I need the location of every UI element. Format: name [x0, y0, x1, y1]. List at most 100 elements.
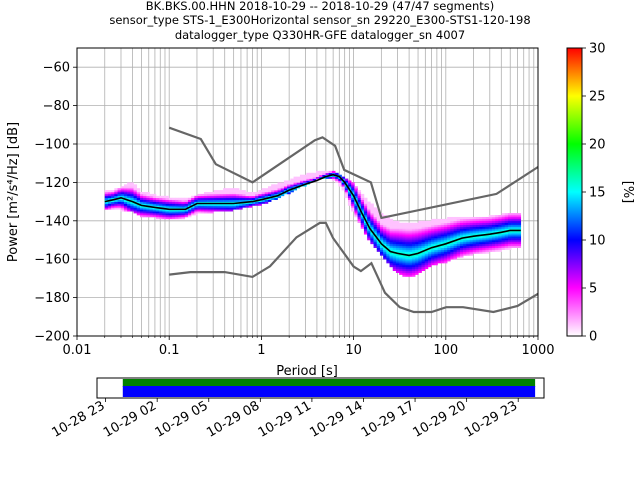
density-cell	[514, 245, 518, 248]
time-tick-label: 10-29 08	[204, 398, 262, 440]
density-cell	[495, 224, 499, 227]
density-cell	[514, 236, 518, 239]
density-cell	[114, 205, 118, 208]
density-cell	[171, 197, 176, 200]
density-cell	[418, 236, 422, 239]
density-cell	[498, 234, 502, 237]
density-cell	[421, 268, 426, 272]
density-cell	[264, 190, 269, 193]
density-cell	[479, 220, 483, 224]
density-cell	[363, 228, 368, 231]
density-cell	[514, 230, 518, 233]
density-cell	[351, 201, 355, 204]
density-cell	[383, 251, 387, 254]
density-cell	[363, 199, 368, 202]
density-cell	[264, 188, 269, 191]
density-cell	[411, 270, 416, 273]
density-cell	[251, 197, 256, 200]
density-cell	[133, 195, 138, 199]
density-cell	[405, 240, 410, 243]
density-cell	[431, 236, 435, 239]
density-cell	[402, 243, 406, 247]
density-cell	[197, 207, 202, 210]
density-cell	[181, 199, 186, 202]
density-cell	[248, 192, 253, 195]
density-cell	[351, 190, 355, 193]
density-cell	[469, 232, 474, 235]
density-cell	[194, 213, 198, 216]
density-cell	[485, 220, 490, 224]
density-cell	[171, 199, 176, 202]
density-cell	[475, 247, 480, 250]
density-cell	[373, 211, 378, 214]
density-cell	[402, 232, 406, 235]
density-cell	[155, 201, 160, 204]
density-cell	[427, 241, 432, 245]
density-cell	[162, 199, 166, 202]
density-cell	[360, 222, 365, 225]
density-cell	[363, 207, 368, 210]
density-cell	[408, 268, 413, 272]
density-cell	[383, 232, 387, 235]
title-line-3: datalogger_type Q330HR-GFE datalogger_sn…	[175, 28, 465, 42]
density-cell	[194, 197, 198, 200]
density-cell	[210, 195, 214, 199]
density-cell	[149, 201, 154, 204]
density-cell	[431, 243, 435, 247]
density-cell	[482, 249, 486, 252]
density-cell	[415, 266, 419, 270]
density-cell	[357, 209, 362, 212]
density-cell	[488, 249, 493, 252]
density-cell	[488, 220, 493, 224]
density-cell	[488, 238, 493, 241]
density-cell	[437, 222, 442, 225]
density-cell	[267, 190, 272, 193]
density-cell	[146, 211, 150, 214]
density-cell	[290, 182, 294, 185]
density-cell	[331, 172, 336, 176]
density-cell	[395, 268, 400, 272]
density-cell	[367, 234, 371, 237]
density-cell	[475, 243, 480, 247]
density-cell	[357, 215, 362, 218]
density-cell	[418, 238, 422, 241]
density-cell	[383, 234, 387, 237]
density-cell	[197, 195, 202, 199]
colorbar	[566, 47, 583, 337]
density-cell	[127, 186, 131, 189]
density-cell	[223, 190, 227, 193]
density-cell	[335, 172, 339, 176]
density-cell	[347, 182, 352, 185]
density-cell	[392, 220, 397, 224]
density-cell	[223, 199, 227, 202]
density-cell	[146, 213, 150, 216]
density-cell	[376, 241, 381, 245]
density-cell	[306, 178, 310, 181]
density-cell	[187, 203, 192, 206]
density-cell	[482, 251, 486, 254]
density-cell	[517, 236, 522, 239]
density-cell	[431, 255, 435, 258]
density-cell	[395, 255, 400, 258]
density-cell	[178, 213, 182, 216]
density-cell	[507, 238, 512, 241]
density-cell	[168, 203, 173, 206]
density-cell	[469, 220, 474, 224]
density-cell	[495, 230, 499, 233]
density-cell	[501, 218, 506, 222]
density-cell	[335, 178, 339, 181]
density-cell	[171, 205, 176, 208]
density-cell	[495, 215, 499, 218]
density-cell	[399, 241, 403, 245]
density-cell	[155, 195, 160, 199]
density-cell	[344, 182, 349, 185]
density-cell	[434, 230, 438, 233]
density-cell	[485, 216, 490, 220]
density-cell	[213, 195, 218, 199]
density-cell	[219, 209, 224, 212]
density-cell	[120, 190, 125, 193]
density-cell	[168, 215, 173, 218]
density-cell	[431, 249, 435, 252]
density-cell	[443, 220, 448, 224]
density-cell	[485, 249, 490, 252]
